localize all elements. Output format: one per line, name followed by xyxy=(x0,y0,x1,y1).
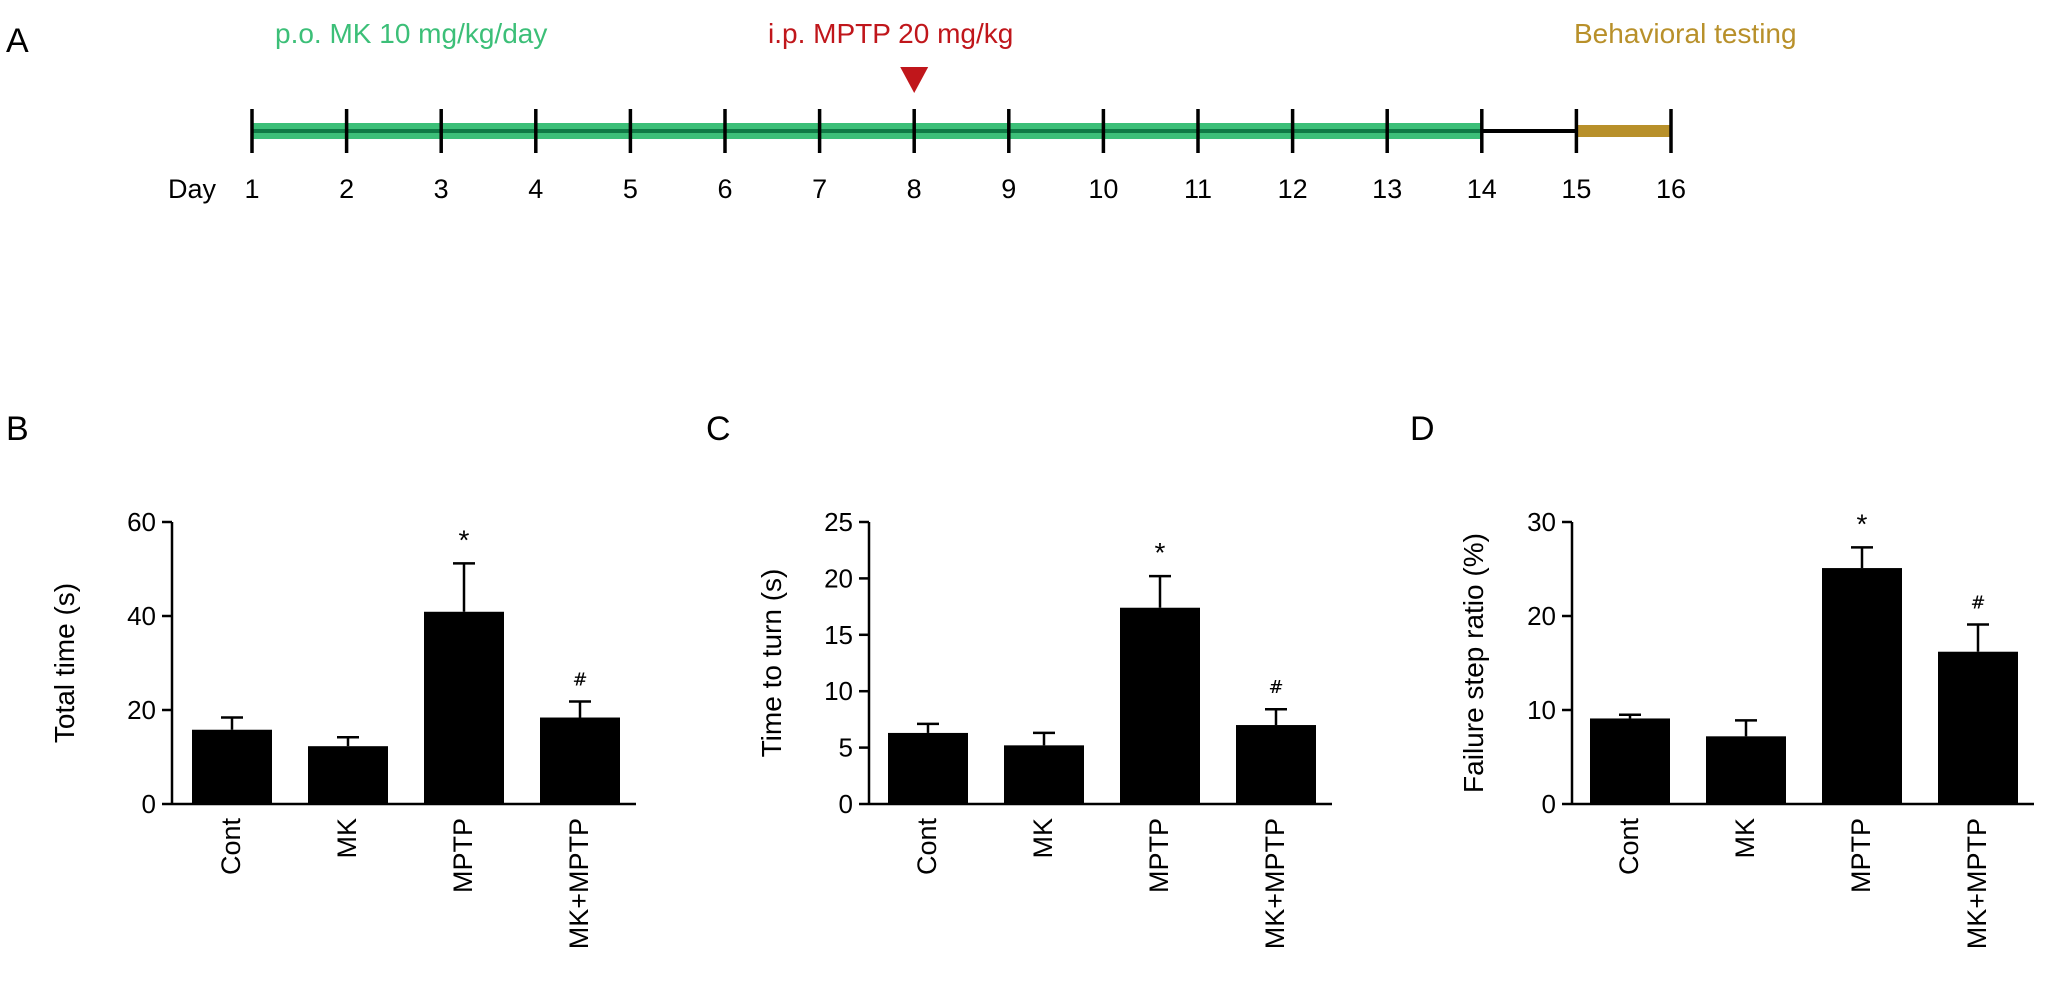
category-label: MPTP xyxy=(1846,818,1876,893)
bar xyxy=(1004,745,1084,804)
y-axis-label: Failure step ratio (%) xyxy=(1458,533,1489,793)
bar xyxy=(308,746,388,804)
injection-label: i.p. MPTP 20 mg/kg xyxy=(768,18,1013,49)
y-tick-label: 0 xyxy=(1542,789,1556,819)
y-tick-label: 20 xyxy=(127,695,156,725)
category-label: MK+MPTP xyxy=(1260,818,1290,949)
category-label: MK xyxy=(1028,818,1058,859)
y-tick-label: 60 xyxy=(127,507,156,537)
significance-marker: * xyxy=(1155,537,1166,568)
y-axis-label: Time to turn (s) xyxy=(756,569,787,758)
day-tick-label: 9 xyxy=(1001,174,1016,204)
day-tick-label: 8 xyxy=(907,174,922,204)
bar xyxy=(1120,607,1200,804)
bar xyxy=(888,732,968,804)
day-tick-label: 6 xyxy=(717,174,732,204)
day-tick-label: 12 xyxy=(1278,174,1308,204)
chart-total-time: 0 20 40 60 Total time (s) Cont MK * MPTP # MK+MPTP xyxy=(49,507,636,949)
category-label: Cont xyxy=(1614,818,1644,876)
day-tick-label: 15 xyxy=(1561,174,1591,204)
testing-bar xyxy=(1576,125,1671,137)
injection-marker-icon xyxy=(900,67,929,93)
category-label: MK+MPTP xyxy=(564,818,594,949)
day-tick-label: 4 xyxy=(528,174,543,204)
y-tick-label: 0 xyxy=(142,789,156,819)
significance-marker: # xyxy=(1268,677,1283,698)
panel-letter-a: A xyxy=(6,22,29,60)
significance-marker: # xyxy=(1970,592,1985,613)
testing-label: Behavioral testing xyxy=(1574,18,1797,49)
category-label: MPTP xyxy=(1144,818,1174,893)
chart-time-to-turn: 0 5 10 15 20 25 Time to turn (s) Cont MK * MPTP # MK… xyxy=(756,507,1332,949)
category-label: Cont xyxy=(216,818,246,876)
treatment-label: p.o. MK 10 mg/kg/day xyxy=(275,18,547,49)
panel-letter-b: B xyxy=(6,410,29,448)
day-tick-label: 2 xyxy=(339,174,354,204)
panel-letter-c: C xyxy=(706,410,731,448)
y-tick-label: 10 xyxy=(1527,695,1556,725)
significance-marker: # xyxy=(572,670,587,691)
bar xyxy=(1590,718,1670,804)
day-tick-label: 10 xyxy=(1088,174,1118,204)
category-label: MK xyxy=(332,818,362,859)
y-tick-label: 15 xyxy=(824,620,853,650)
panel-letter-d: D xyxy=(1410,410,1435,448)
day-tick-label: 1 xyxy=(244,174,259,204)
y-axis-label: Total time (s) xyxy=(49,583,80,743)
day-label: Day xyxy=(168,174,217,204)
bar xyxy=(1938,651,2018,804)
category-label: MPTP xyxy=(448,818,478,893)
day-tick-label: 5 xyxy=(623,174,638,204)
day-tick-label: 14 xyxy=(1467,174,1497,204)
y-tick-label: 25 xyxy=(824,507,853,537)
chart-failure-step-ratio: 0 10 20 30 Failure step ratio (%) Cont MK * MPTP… xyxy=(1458,507,2034,949)
day-tick-label: 7 xyxy=(812,174,827,204)
category-label: MK xyxy=(1730,818,1760,859)
day-tick-label: 3 xyxy=(434,174,449,204)
category-label: Cont xyxy=(912,818,942,876)
timeline: p.o. MK 10 mg/kg/day i.p. MPTP 20 mg/kg … xyxy=(168,18,1797,204)
day-tick-label: 16 xyxy=(1656,174,1686,204)
y-tick-label: 40 xyxy=(127,601,156,631)
y-tick-label: 20 xyxy=(824,563,853,593)
bar xyxy=(1236,725,1316,804)
y-tick-label: 0 xyxy=(839,789,853,819)
y-tick-label: 10 xyxy=(824,676,853,706)
day-tick-label: 13 xyxy=(1372,174,1402,204)
bar xyxy=(540,717,620,804)
y-tick-label: 20 xyxy=(1527,601,1556,631)
significance-marker: * xyxy=(1857,508,1868,539)
significance-marker: * xyxy=(459,524,470,555)
bar xyxy=(1822,568,1902,804)
y-tick-label: 30 xyxy=(1527,507,1556,537)
day-tick-label: 11 xyxy=(1184,174,1212,204)
bar xyxy=(192,729,272,804)
y-tick-label: 5 xyxy=(839,733,853,763)
category-label: MK+MPTP xyxy=(1962,818,1992,949)
bar xyxy=(424,611,504,804)
bar xyxy=(1706,736,1786,804)
